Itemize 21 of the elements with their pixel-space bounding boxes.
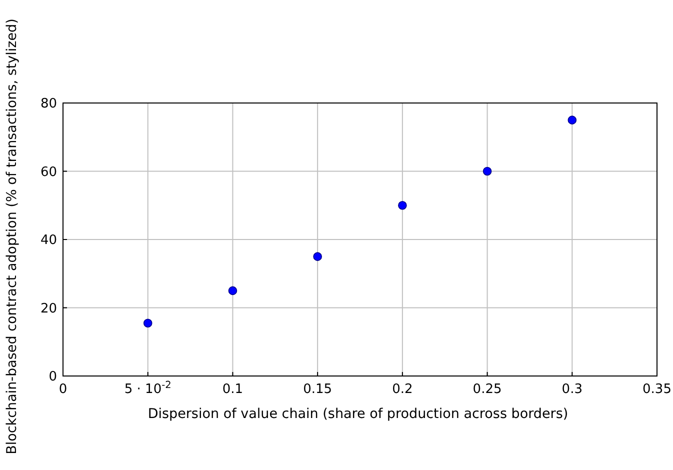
- x-tick-label: 0: [58, 382, 68, 397]
- point: [568, 116, 577, 124]
- point: [143, 318, 152, 328]
- point: [313, 252, 322, 261]
- x-tick-label: 0.3: [562, 382, 582, 397]
- point: [482, 166, 492, 176]
- x-tick-label: 0.15: [303, 382, 332, 397]
- x-tick-label: 0.25: [472, 382, 502, 397]
- point: [228, 286, 238, 296]
- y-tick-label: 20: [40, 301, 57, 316]
- y-tick-label: 0: [48, 370, 57, 384]
- x-tick-label: 0.2: [392, 382, 413, 397]
- y-axis-title: Blockchain-based contract adoption (% of transactions, stylized): [4, 18, 20, 454]
- y-tick-label: 40: [40, 233, 57, 248]
- point: [398, 200, 407, 210]
- y-tick-label: 80: [40, 96, 57, 112]
- x-tick-label: 0.1: [222, 382, 244, 397]
- y-tick-label: 60: [40, 164, 57, 180]
- x-axis-title: Dispersion of value chain (share of production across borders): [148, 406, 568, 422]
- x-tick-label: 0.35: [642, 382, 672, 397]
- x-tick-label: 5 · 10$^{-2}$: [124, 380, 172, 397]
